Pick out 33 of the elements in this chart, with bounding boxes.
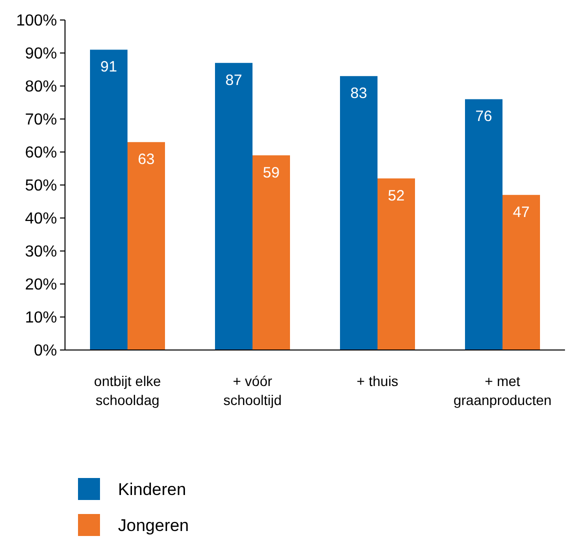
y-tick-label: 90% (24, 46, 57, 63)
legend-label: Jongeren (118, 516, 189, 535)
y-tick-label: 60% (24, 144, 57, 162)
data-label: 83 (350, 85, 368, 102)
x-tick-label: + vóór schooltijd (223, 373, 282, 408)
y-tick-label: 20% (24, 276, 57, 294)
data-label: 76 (475, 108, 492, 126)
bar (90, 50, 128, 350)
bar (128, 142, 165, 350)
bar (378, 178, 415, 350)
bar (340, 76, 378, 350)
x-tick-label: + thuis (356, 373, 398, 389)
data-label: 47 (512, 204, 530, 221)
y-tick-label: 100% (16, 12, 57, 30)
y-tick-label: 80% (24, 78, 57, 96)
data-label: 52 (388, 187, 405, 204)
y-tick-label: 70% (24, 112, 57, 129)
bar (465, 99, 502, 350)
y-tick-label: 30% (24, 244, 57, 261)
x-tick-label: + met graanproducten (453, 373, 552, 408)
y-tick-label: 10% (24, 310, 57, 327)
y-tick-label: 0% (34, 342, 57, 360)
y-tick-label: 50% (24, 178, 57, 195)
data-label: 91 (100, 58, 118, 76)
data-label: 87 (225, 72, 242, 89)
data-label: 59 (262, 164, 280, 182)
bar (252, 155, 290, 350)
bar (215, 62, 252, 350)
data-label: 63 (138, 151, 155, 168)
bar (502, 194, 540, 350)
y-tick-label: 40% (24, 210, 57, 228)
x-tick-label: ontbijt elke schooldag (94, 373, 162, 408)
legend-label: Kinderen (118, 480, 186, 499)
